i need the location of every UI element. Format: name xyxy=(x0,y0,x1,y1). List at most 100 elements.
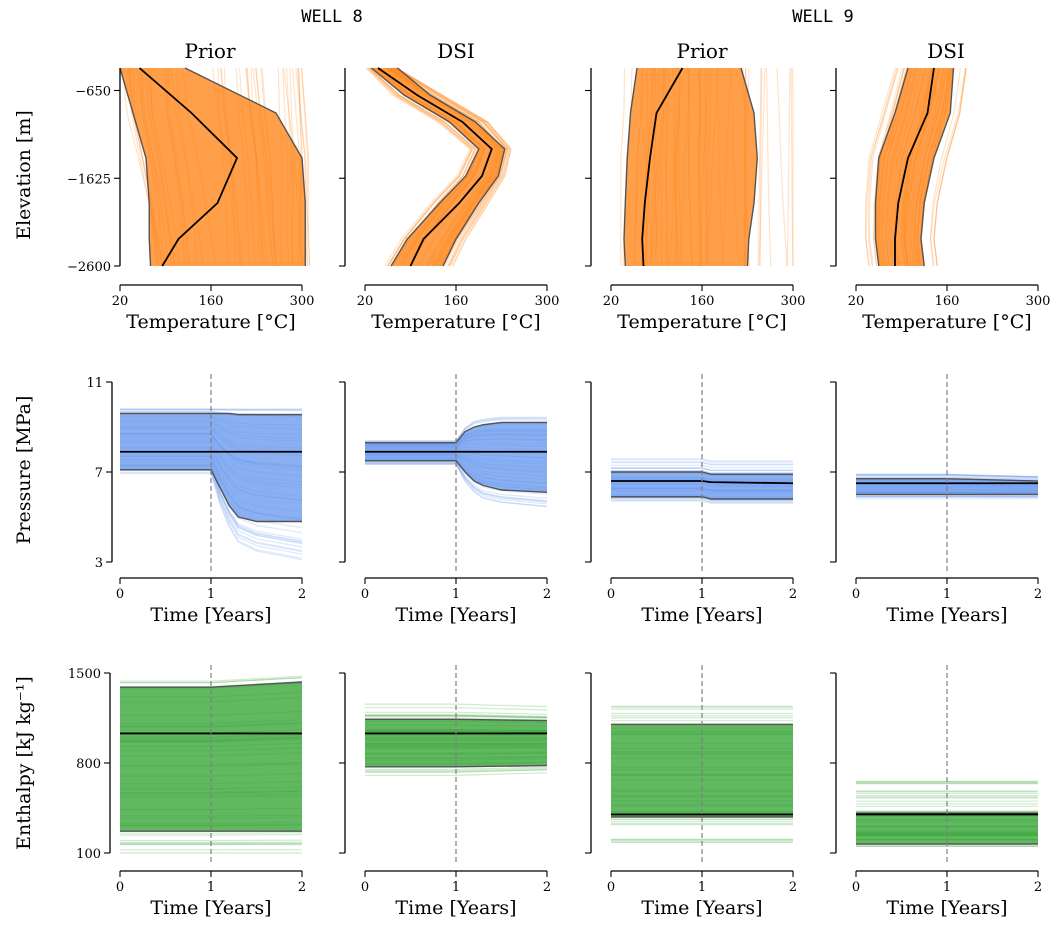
realization-pressure-well9-prior-15 xyxy=(611,459,793,463)
x-tick-label-pressure-well9-dsi-1: 1 xyxy=(943,587,951,602)
realization-pressure-well9-dsi-34 xyxy=(856,476,1039,480)
x-axis-label-temperature-well9-prior: Temperature [°C] xyxy=(617,311,786,333)
realization-pressure-well9-prior-19 xyxy=(611,497,793,501)
realization-temperature-well9-dsi-20 xyxy=(872,67,905,267)
median-line-temperature-well8-prior xyxy=(138,67,239,267)
percentile-band-enthalpy-well8-dsi xyxy=(365,719,547,767)
well-title-9: WELL 9 xyxy=(792,7,853,27)
realization-temperature-well9-dsi-8 xyxy=(929,67,961,267)
realization-temperature-well9-prior-8 xyxy=(765,67,772,267)
realization-pressure-well9-prior-1 xyxy=(611,467,793,471)
x-axis-label-temperature-well8-prior: Temperature [°C] xyxy=(126,311,295,333)
x-tick-label-pressure-well8-prior-1: 1 xyxy=(207,587,215,602)
realization-temperature-well8-prior-28 xyxy=(295,67,311,267)
realization-temperature-well9-dsi-3 xyxy=(933,67,967,267)
realization-pressure-well9-dsi-25 xyxy=(856,475,1039,480)
ylabel-enthalpy-row: Enthalpy [kJ kg⁻¹] xyxy=(13,676,35,850)
realization-temperature-well8-dsi-25 xyxy=(396,67,511,267)
realization-temperature-well9-prior-36 xyxy=(758,67,766,267)
y-tick-label-pressure-well8-prior-0: 3 xyxy=(95,556,103,571)
x-tick-label-pressure-well8-prior-0: 0 xyxy=(116,587,124,602)
realization-temperature-well8-dsi-15 xyxy=(367,67,473,267)
panel-title-dsi-8: DSI xyxy=(437,39,475,63)
x-axis-label-enthalpy-well8-dsi: Time [Years] xyxy=(395,897,516,919)
realization-pressure-well9-prior-43 xyxy=(611,467,793,472)
median-line-temperature-well8-dsi xyxy=(377,67,493,267)
realization-pressure-well9-prior-22 xyxy=(611,467,793,471)
realization-pressure-well9-prior-7 xyxy=(611,500,793,504)
x-axis-label-pressure-well9-prior: Time [Years] xyxy=(641,604,762,626)
realization-pressure-well9-dsi-39 xyxy=(856,474,1039,479)
realization-enthalpy-well8-dsi-2 xyxy=(365,772,548,777)
median-line-temperature-well9-prior xyxy=(641,67,684,267)
realization-pressure-well9-dsi-32 xyxy=(856,474,1039,478)
p95-line-temperature-well8-prior xyxy=(184,67,306,266)
realization-temperature-well9-dsi-14 xyxy=(929,67,967,267)
y-tick-label-enthalpy-well8-prior-2: 1500 xyxy=(68,667,101,682)
p05-line-temperature-well8-dsi xyxy=(371,67,480,267)
x-tick-label-temperature-well9-prior-2: 300 xyxy=(781,294,806,309)
realization-temperature-well8-dsi-27 xyxy=(393,67,509,267)
x-tick-label-pressure-well9-prior-0: 0 xyxy=(607,587,615,602)
percentile-band-temperature-well8-prior xyxy=(120,68,306,266)
percentile-band-pressure-well9-prior xyxy=(611,472,793,499)
realization-pressure-well9-prior-38 xyxy=(611,499,793,503)
realization-pressure-well9-prior-27 xyxy=(611,470,793,474)
x-tick-label-temperature-well8-dsi-2: 300 xyxy=(535,294,560,309)
x-tick-label-temperature-well8-dsi-1: 160 xyxy=(444,294,469,309)
realization-temperature-well8-prior-7 xyxy=(296,67,308,267)
x-tick-label-pressure-well9-prior-1: 1 xyxy=(698,587,706,602)
y-tick-label-temperature-well8-prior-0: −650 xyxy=(75,85,111,100)
realization-temperature-well9-prior-20 xyxy=(620,67,626,266)
well-title-8: WELL 8 xyxy=(301,7,362,27)
realization-temperature-well8-dsi-19 xyxy=(395,67,510,267)
x-tick-label-temperature-well8-dsi-0: 20 xyxy=(357,294,374,309)
percentile-band-temperature-well9-prior xyxy=(624,68,758,266)
median-line-pressure-well9-prior xyxy=(611,480,794,485)
p95-line-temperature-well9-prior xyxy=(740,67,758,267)
y-tick-label-enthalpy-well8-prior-0: 100 xyxy=(76,847,101,862)
x-tick-label-temperature-well9-dsi-1: 160 xyxy=(935,294,960,309)
x-tick-label-enthalpy-well8-prior-0: 0 xyxy=(116,880,124,895)
realization-temperature-well8-dsi-17 xyxy=(395,67,509,267)
p05-line-temperature-well8-prior xyxy=(119,67,152,267)
realization-temperature-well9-dsi-10 xyxy=(867,67,898,267)
y-tick-label-temperature-well8-prior-1: −1625 xyxy=(67,172,111,187)
x-tick-label-enthalpy-well9-prior-1: 1 xyxy=(698,880,706,895)
x-tick-label-temperature-well9-prior-0: 20 xyxy=(603,294,620,309)
x-tick-label-temperature-well8-prior-0: 20 xyxy=(112,294,129,309)
realization-temperature-well9-prior-41 xyxy=(757,67,762,267)
realization-temperature-well9-prior-33 xyxy=(776,67,788,267)
x-axis-label-temperature-well8-dsi: Temperature [°C] xyxy=(371,311,540,333)
ylabel-pressure-row: Pressure [MPa] xyxy=(13,396,35,545)
p95-line-enthalpy-well8-prior xyxy=(120,681,303,688)
p95-line-temperature-well8-dsi xyxy=(397,67,506,267)
x-axis-label-enthalpy-well9-prior: Time [Years] xyxy=(641,897,762,919)
x-tick-label-enthalpy-well8-dsi-0: 0 xyxy=(361,880,369,895)
realization-temperature-well8-dsi-41 xyxy=(394,67,508,267)
realization-pressure-well9-prior-12 xyxy=(611,461,793,465)
x-tick-label-enthalpy-well9-prior-2: 2 xyxy=(789,880,797,895)
panel-title-prior-8: Prior xyxy=(184,39,235,63)
x-tick-label-enthalpy-well8-dsi-2: 2 xyxy=(543,880,551,895)
realization-enthalpy-well8-dsi-26 xyxy=(365,703,548,708)
p95-line-enthalpy-well8-dsi xyxy=(365,718,548,722)
realization-pressure-well9-prior-2 xyxy=(611,499,793,503)
x-tick-label-pressure-well8-prior-2: 2 xyxy=(298,587,306,602)
realization-temperature-well9-prior-6 xyxy=(790,67,794,267)
y-tick-label-enthalpy-well8-prior-1: 800 xyxy=(76,757,101,772)
realization-temperature-well9-dsi-12 xyxy=(865,67,896,267)
x-tick-label-pressure-well8-dsi-2: 2 xyxy=(543,587,551,602)
realization-temperature-well8-dsi-13 xyxy=(396,67,512,267)
p95-line-pressure-well9-prior xyxy=(611,471,793,475)
x-tick-label-enthalpy-well8-dsi-1: 1 xyxy=(452,880,460,895)
p05-line-pressure-well9-prior xyxy=(611,496,793,500)
x-tick-label-temperature-well8-prior-1: 160 xyxy=(199,294,224,309)
realization-temperature-well9-prior-23 xyxy=(759,67,763,267)
x-tick-label-enthalpy-well8-prior-2: 2 xyxy=(298,880,306,895)
y-tick-label-pressure-well8-prior-2: 11 xyxy=(86,376,103,391)
realization-enthalpy-well8-dsi-37 xyxy=(365,717,548,721)
realization-pressure-well9-prior-3 xyxy=(611,497,793,501)
panel-title-dsi-9: DSI xyxy=(927,39,965,63)
